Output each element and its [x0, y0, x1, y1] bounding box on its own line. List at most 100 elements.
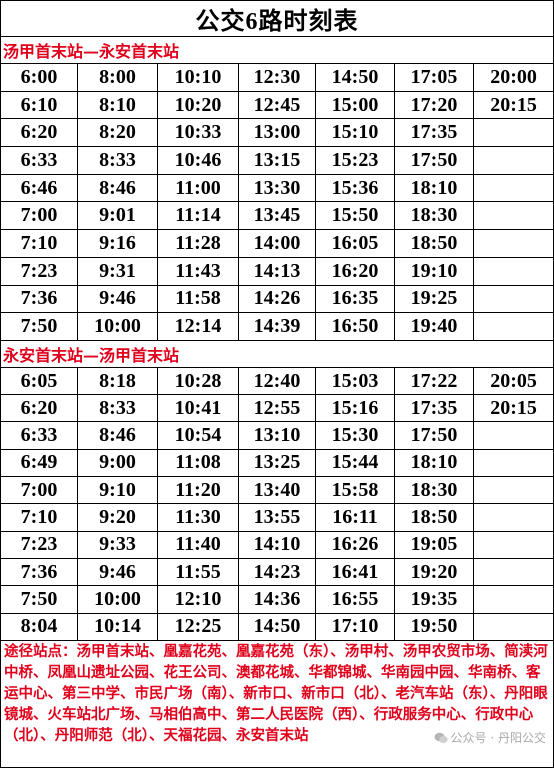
time-cell: 14:00 [238, 229, 316, 258]
time-cell: 20:15 [472, 90, 554, 120]
table-row: 7:00 9:10 11:20 13:40 15:58 18:30 [0, 476, 554, 505]
time-cell [472, 312, 554, 341]
time-cell [472, 476, 554, 505]
time-cell: 18:30 [394, 201, 474, 231]
time-cell: 9:20 [77, 503, 158, 532]
time-cell: 14:39 [238, 312, 316, 341]
time-cell: 9:46 [77, 284, 158, 314]
time-cell: 8:46 [77, 173, 158, 203]
time-cell: 19:35 [394, 585, 474, 614]
time-cell: 17:22 [394, 366, 474, 396]
time-cell: 13:10 [238, 421, 316, 450]
time-cell: 7:50 [0, 312, 78, 341]
time-cell: 6:46 [0, 173, 78, 203]
time-cell: 16:11 [315, 503, 395, 532]
wechat-icon [434, 732, 448, 743]
time-cell: 6:20 [0, 394, 78, 423]
time-cell: 15:16 [315, 394, 395, 423]
time-cell: 19:50 [394, 612, 474, 641]
time-cell [472, 118, 554, 148]
time-cell: 13:55 [238, 503, 316, 532]
time-cell [472, 146, 554, 175]
time-cell [472, 557, 554, 587]
time-cell: 10:20 [157, 90, 239, 120]
time-cell: 19:20 [394, 557, 474, 587]
time-cell: 11:43 [157, 256, 239, 286]
watermark: 公众号 · 丹阳公交 [434, 729, 546, 746]
time-cell: 7:23 [0, 530, 78, 559]
time-cell: 19:10 [394, 256, 474, 286]
table-row: 7:10 9:20 11:30 13:55 16:11 18:50 [0, 503, 554, 532]
table-row: 7:50 10:00 12:14 14:39 16:50 19:40 [0, 312, 554, 341]
time-cell: 18:50 [394, 503, 474, 532]
time-cell: 15:36 [315, 173, 395, 203]
table-row: 6:20 8:20 10:33 13:00 15:10 17:35 [0, 118, 554, 148]
time-cell: 10:33 [157, 118, 239, 148]
time-cell: 16:50 [315, 312, 395, 341]
time-cell: 11:58 [157, 284, 239, 314]
table-row: 6:10 8:10 10:20 12:45 15:00 17:20 20:15 [0, 90, 554, 120]
time-cell: 6:00 [0, 63, 78, 92]
time-cell: 19:25 [394, 284, 474, 314]
time-cell: 13:15 [238, 146, 316, 175]
time-cell: 13:40 [238, 476, 316, 505]
time-cell [472, 585, 554, 614]
time-cell: 18:30 [394, 476, 474, 505]
time-cell: 8:04 [0, 612, 78, 641]
table-row: 7:23 9:33 11:40 14:10 16:26 19:05 [0, 530, 554, 559]
time-cell: 14:36 [238, 585, 316, 614]
time-cell: 8:20 [77, 118, 158, 148]
section-label: 汤甲首末站—永安首末站 [0, 36, 554, 64]
time-cell: 11:00 [157, 173, 239, 203]
time-cell [472, 229, 554, 258]
time-cell: 13:45 [238, 201, 316, 231]
time-cell: 9:01 [77, 201, 158, 231]
time-cell: 15:00 [315, 90, 395, 120]
time-cell: 8:33 [77, 146, 158, 175]
time-cell: 6:20 [0, 118, 78, 148]
time-cell: 20:00 [472, 63, 554, 92]
time-cell: 10:00 [77, 312, 158, 341]
time-cell: 17:05 [394, 63, 474, 92]
time-cell: 7:10 [0, 229, 78, 258]
time-cell: 11:30 [157, 503, 239, 532]
time-cell: 9:16 [77, 229, 158, 258]
time-cell: 11:28 [157, 229, 239, 258]
time-cell: 16:05 [315, 229, 395, 258]
section-label: 永安首末站—汤甲首末站 [0, 339, 554, 368]
time-cell: 13:00 [238, 118, 316, 148]
time-cell: 15:50 [315, 201, 395, 231]
time-cell: 10:41 [157, 394, 239, 423]
time-cell: 10:46 [157, 146, 239, 175]
time-cell: 12:40 [238, 366, 316, 396]
time-cell: 7:00 [0, 201, 78, 231]
time-cell: 7:36 [0, 284, 78, 314]
time-cell: 17:50 [394, 146, 474, 175]
time-cell: 16:41 [315, 557, 395, 587]
table-row: 7:10 9:16 11:28 14:00 16:05 18:50 [0, 229, 554, 258]
time-cell: 13:25 [238, 448, 316, 478]
section-header-row: 汤甲首末站—永安首末站 [0, 36, 554, 64]
time-cell: 12:10 [157, 585, 239, 614]
time-cell: 11:14 [157, 201, 239, 231]
time-cell [472, 503, 554, 532]
time-cell: 16:55 [315, 585, 395, 614]
time-cell: 18:10 [394, 173, 474, 203]
time-cell: 11:08 [157, 448, 239, 478]
time-cell: 8:46 [77, 421, 158, 450]
time-cell: 15:23 [315, 146, 395, 175]
time-cell: 10:54 [157, 421, 239, 450]
time-cell: 10:10 [157, 63, 239, 92]
time-cell: 17:10 [315, 612, 395, 641]
table-row: 6:49 9:00 11:08 13:25 15:44 18:10 [0, 448, 554, 478]
time-cell [472, 448, 554, 478]
time-cell [472, 284, 554, 314]
time-cell: 11:40 [157, 530, 239, 559]
time-cell: 7:00 [0, 476, 78, 505]
time-cell: 14:50 [315, 63, 395, 92]
time-cell [472, 530, 554, 559]
table-row: 7:23 9:31 11:43 14:13 16:20 19:10 [0, 256, 554, 286]
time-cell: 9:00 [77, 448, 158, 478]
time-cell: 6:33 [0, 146, 78, 175]
